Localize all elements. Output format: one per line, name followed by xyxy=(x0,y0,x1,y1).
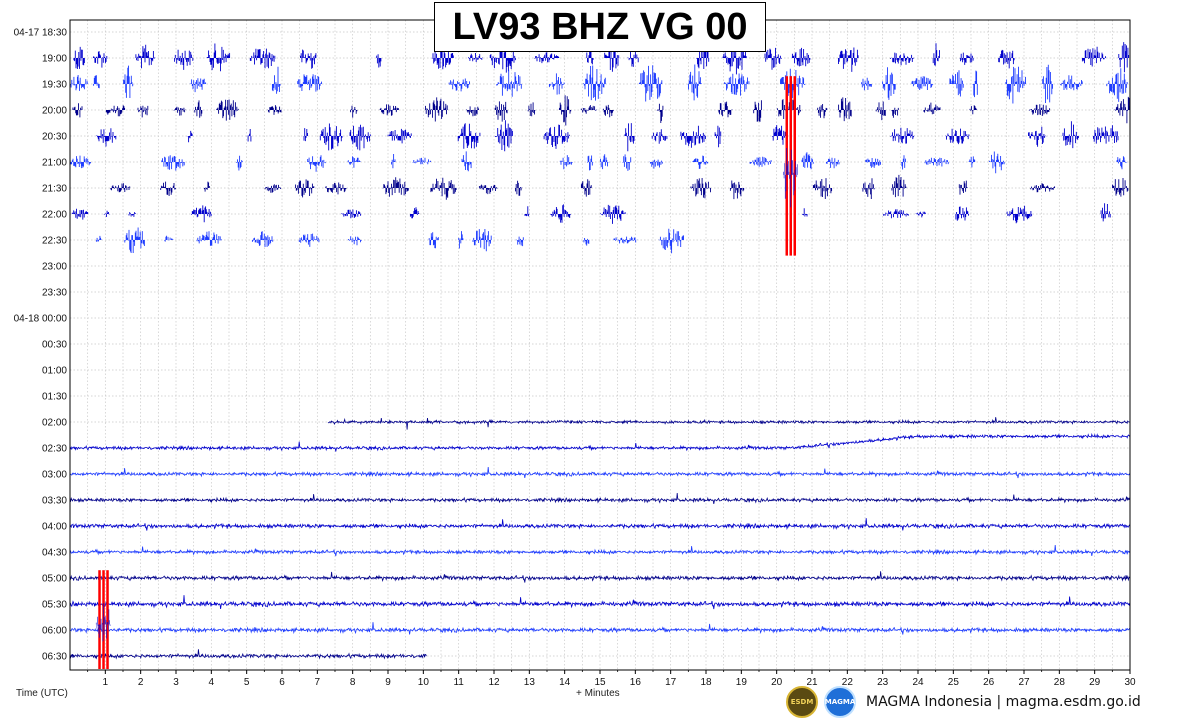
trace-layer xyxy=(69,41,1131,660)
row-time-label: 04-18 00:00 xyxy=(14,314,68,325)
event-marker xyxy=(98,570,101,669)
y-axis-label: Time (UTC) xyxy=(16,688,68,699)
event-marker xyxy=(793,76,796,256)
row-time-label: 20:00 xyxy=(42,106,67,117)
seismic-trace-row-16 xyxy=(69,432,1130,452)
x-tick-label: 9 xyxy=(385,677,391,688)
row-time-label: 02:00 xyxy=(42,418,67,429)
seismic-trace-row-19 xyxy=(69,518,1130,531)
x-tick-label: 12 xyxy=(488,677,500,688)
event-waveform xyxy=(783,148,798,208)
row-time-label: 06:30 xyxy=(42,652,67,663)
row-time-label: 03:30 xyxy=(42,496,67,507)
x-tick-label: 11 xyxy=(453,677,464,688)
x-tick-label: 3 xyxy=(173,677,179,688)
x-tick-label: 17 xyxy=(665,677,677,688)
row-time-label: 01:30 xyxy=(42,392,67,403)
x-tick-label: 16 xyxy=(630,677,642,688)
seismic-trace-row-17 xyxy=(69,466,1130,479)
row-time-label: 21:30 xyxy=(42,184,67,195)
row-time-label: 01:00 xyxy=(42,366,67,377)
x-tick-label: 7 xyxy=(315,677,321,688)
seismic-trace-row-23 xyxy=(69,622,1130,635)
row-time-label: 02:30 xyxy=(42,444,67,455)
x-tick-label: 30 xyxy=(1124,677,1136,688)
chart-title-box: LV93 BHZ VG 00 xyxy=(434,2,766,52)
footer-branding: ESDM MAGMA MAGMA Indonesia | magma.esdm.… xyxy=(786,686,1141,718)
seismic-trace-row-5 xyxy=(69,151,1127,174)
x-tick-label: 6 xyxy=(279,677,285,688)
x-tick-label: 8 xyxy=(350,677,356,688)
row-time-label: 06:00 xyxy=(42,626,67,637)
row-time-label: 23:00 xyxy=(42,262,67,273)
magma-logo-icon: MAGMA xyxy=(824,686,856,718)
plot-border xyxy=(69,19,1131,671)
seismic-trace-row-24 xyxy=(69,649,427,660)
x-tick-label: 19 xyxy=(736,677,748,688)
row-time-label: 00:30 xyxy=(42,340,67,351)
x-tick-label: 4 xyxy=(209,677,215,688)
x-tick-label: 1 xyxy=(103,677,109,688)
x-tick-label: 14 xyxy=(559,677,571,688)
x-tick-label: 21 xyxy=(806,677,818,688)
x-tick-label: 15 xyxy=(594,677,606,688)
seismic-trace-row-18 xyxy=(69,492,1130,504)
x-tick-label: 2 xyxy=(138,677,144,688)
row-time-label: 04:30 xyxy=(42,548,67,559)
row-time-label: 20:30 xyxy=(42,132,67,143)
row-time-label: 23:30 xyxy=(42,288,67,299)
row-time-label: 21:00 xyxy=(42,158,67,169)
row-time-label: 03:00 xyxy=(42,470,67,481)
row-time-label: 19:00 xyxy=(42,54,67,65)
seismic-trace-row-6 xyxy=(110,174,1129,200)
x-tick-label: 18 xyxy=(700,677,712,688)
seismic-trace-row-3 xyxy=(72,95,1131,126)
grid-layer xyxy=(70,20,1130,670)
x-tick-label: 23 xyxy=(877,677,889,688)
x-tick-label: 5 xyxy=(244,677,250,688)
x-tick-label: 20 xyxy=(771,677,783,688)
x-tick-label: 29 xyxy=(1089,677,1101,688)
esdm-logo-icon: ESDM xyxy=(786,686,818,718)
seismic-trace-row-8 xyxy=(95,227,684,254)
x-tick-label: 28 xyxy=(1054,677,1066,688)
row-time-label: 22:00 xyxy=(42,210,67,221)
seismic-trace-row-20 xyxy=(69,544,1130,557)
row-time-label: 04-17 18:30 xyxy=(14,28,68,39)
seismic-trace-row-15 xyxy=(327,417,1130,430)
seismic-trace-row-7 xyxy=(71,203,1111,224)
x-tick-label: 26 xyxy=(983,677,995,688)
seismic-trace-row-4 xyxy=(96,120,1119,152)
row-time-label: 19:30 xyxy=(42,80,67,91)
row-time-label: 05:00 xyxy=(42,574,67,585)
x-tick-label: 25 xyxy=(948,677,960,688)
x-tick-label: 24 xyxy=(912,677,924,688)
event-marker-layer xyxy=(95,76,798,669)
row-time-label: 05:30 xyxy=(42,600,67,611)
event-waveform xyxy=(95,603,111,642)
row-time-label: 22:30 xyxy=(42,236,67,247)
row-time-label: 04:00 xyxy=(42,522,67,533)
x-tick-label: 10 xyxy=(418,677,430,688)
chart-title: LV93 BHZ VG 00 xyxy=(452,5,748,48)
x-tick-label: 13 xyxy=(524,677,536,688)
x-tick-label: 27 xyxy=(1018,677,1030,688)
x-axis-label: + Minutes xyxy=(576,688,620,699)
event-marker xyxy=(106,570,109,669)
seismic-trace-row-22 xyxy=(69,595,1130,610)
footer-text: MAGMA Indonesia | magma.esdm.go.id xyxy=(866,694,1141,710)
event-marker xyxy=(789,76,792,256)
x-tick-label: 22 xyxy=(842,677,854,688)
axis-label-layer: 04-17 18:30 19:00 19:30 20:00 20:30 21:00 21:3… xyxy=(14,28,1136,689)
seismic-trace-row-21 xyxy=(69,571,1130,583)
